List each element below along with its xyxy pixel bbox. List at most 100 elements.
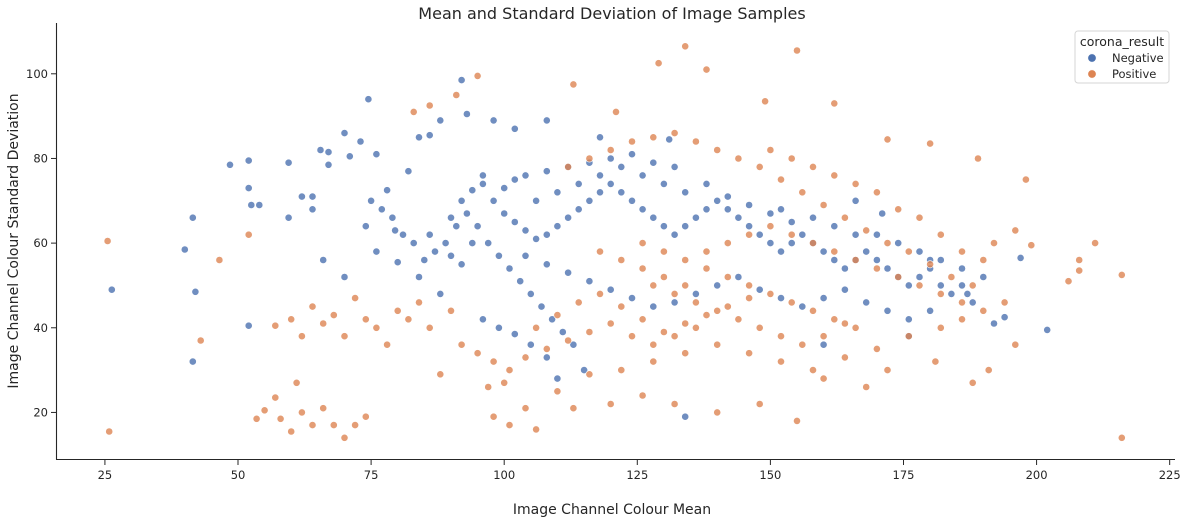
data-point-negative bbox=[681, 222, 690, 231]
data-point-negative bbox=[936, 256, 945, 264]
data-point-positive bbox=[841, 213, 849, 222]
data-point-negative bbox=[926, 306, 934, 315]
data-point-positive bbox=[809, 239, 817, 247]
data-point-positive bbox=[681, 319, 690, 328]
data-point-positive bbox=[894, 273, 903, 281]
data-point-negative bbox=[569, 340, 578, 349]
data-point-negative bbox=[345, 152, 354, 161]
y-tick-label: 20 bbox=[33, 405, 48, 419]
data-point-positive bbox=[425, 323, 434, 332]
data-point-positive bbox=[287, 427, 296, 436]
data-point-negative bbox=[255, 201, 264, 209]
data-point-positive bbox=[596, 289, 604, 298]
data-point-positive bbox=[702, 247, 711, 256]
data-point-positive bbox=[958, 247, 966, 256]
data-point-negative bbox=[367, 196, 375, 205]
data-point-positive bbox=[777, 175, 785, 184]
data-point-positive bbox=[457, 340, 466, 349]
data-point-negative bbox=[377, 205, 386, 214]
data-point-positive bbox=[766, 222, 775, 231]
data-point-positive bbox=[489, 357, 498, 366]
data-point-positive bbox=[931, 357, 940, 366]
data-point-negative bbox=[436, 116, 445, 125]
data-point-positive bbox=[830, 99, 839, 108]
data-point-negative bbox=[606, 285, 615, 294]
data-point-negative bbox=[542, 167, 551, 176]
data-point-positive bbox=[638, 239, 647, 247]
data-point-negative bbox=[510, 218, 519, 226]
data-point-negative bbox=[649, 213, 658, 222]
data-point-negative bbox=[574, 205, 583, 214]
data-point-positive bbox=[329, 421, 338, 429]
x-tick-label: 225 bbox=[1159, 468, 1181, 482]
data-point-negative bbox=[521, 171, 530, 180]
data-point-positive bbox=[830, 247, 839, 256]
data-point-negative bbox=[553, 222, 562, 231]
data-point-positive bbox=[574, 298, 583, 307]
data-point-positive bbox=[638, 315, 647, 324]
data-point-negative bbox=[316, 146, 325, 154]
data-point-positive bbox=[681, 349, 690, 358]
data-point-positive bbox=[809, 366, 817, 374]
x-tick-label: 200 bbox=[1026, 468, 1048, 482]
data-point-positive bbox=[830, 171, 839, 180]
data-point-negative bbox=[628, 294, 636, 302]
data-point-positive bbox=[361, 315, 370, 324]
data-point-positive bbox=[596, 247, 604, 256]
data-point-positive bbox=[617, 302, 626, 311]
data-point-negative bbox=[244, 156, 253, 165]
data-point-negative bbox=[484, 239, 493, 247]
data-point-negative bbox=[447, 251, 455, 260]
data-point-negative bbox=[447, 213, 455, 222]
data-point-positive bbox=[798, 188, 807, 197]
data-point-negative bbox=[692, 289, 700, 298]
data-point-negative bbox=[558, 328, 567, 336]
x-axis-ticks: 25 50 75 100 125 150 175 200 225 bbox=[98, 459, 1181, 482]
data-point-negative bbox=[841, 285, 849, 294]
data-point-positive bbox=[564, 336, 572, 345]
data-point-positive bbox=[319, 319, 328, 328]
data-point-positive bbox=[883, 239, 892, 247]
data-point-negative bbox=[713, 281, 722, 290]
data-point-positive bbox=[692, 137, 700, 146]
data-point-negative bbox=[596, 171, 604, 180]
data-point-negative bbox=[537, 302, 546, 311]
data-point-positive bbox=[505, 421, 514, 429]
data-point-negative bbox=[383, 186, 391, 195]
data-point-positive bbox=[947, 273, 956, 281]
data-point-positive bbox=[196, 336, 205, 345]
data-point-positive bbox=[1117, 270, 1126, 279]
data-point-negative bbox=[702, 179, 711, 188]
data-point-positive bbox=[936, 230, 945, 239]
data-point-positive bbox=[361, 412, 370, 421]
data-point-negative bbox=[356, 137, 365, 146]
data-point-negative bbox=[628, 150, 636, 159]
data-point-negative bbox=[564, 213, 572, 222]
data-point-negative bbox=[188, 357, 197, 366]
data-point-positive bbox=[723, 239, 732, 247]
data-point-negative bbox=[247, 201, 256, 209]
data-point-positive bbox=[340, 332, 349, 341]
data-point-positive bbox=[473, 349, 482, 358]
y-axis-label: Image Channel Colour Standard Deviation bbox=[6, 93, 22, 388]
data-point-negative bbox=[894, 239, 903, 247]
data-point-positive bbox=[766, 289, 775, 298]
data-point-positive bbox=[553, 311, 562, 319]
data-point-negative bbox=[324, 148, 333, 156]
data-point-positive bbox=[297, 332, 306, 341]
data-point-negative bbox=[510, 175, 519, 184]
data-point-negative bbox=[420, 256, 429, 264]
data-point-negative bbox=[500, 209, 509, 218]
data-point-negative bbox=[284, 213, 293, 222]
data-point-positive bbox=[958, 298, 966, 307]
data-point-negative bbox=[452, 222, 461, 231]
data-point-positive bbox=[409, 108, 418, 116]
y-tick-label: 60 bbox=[33, 236, 48, 250]
data-point-positive bbox=[532, 323, 540, 332]
data-point-negative bbox=[361, 222, 370, 231]
legend-frame bbox=[1074, 30, 1170, 84]
data-point-positive bbox=[329, 311, 338, 319]
data-point-negative bbox=[681, 412, 690, 421]
data-point-negative bbox=[226, 160, 234, 169]
data-point-negative bbox=[457, 196, 466, 205]
